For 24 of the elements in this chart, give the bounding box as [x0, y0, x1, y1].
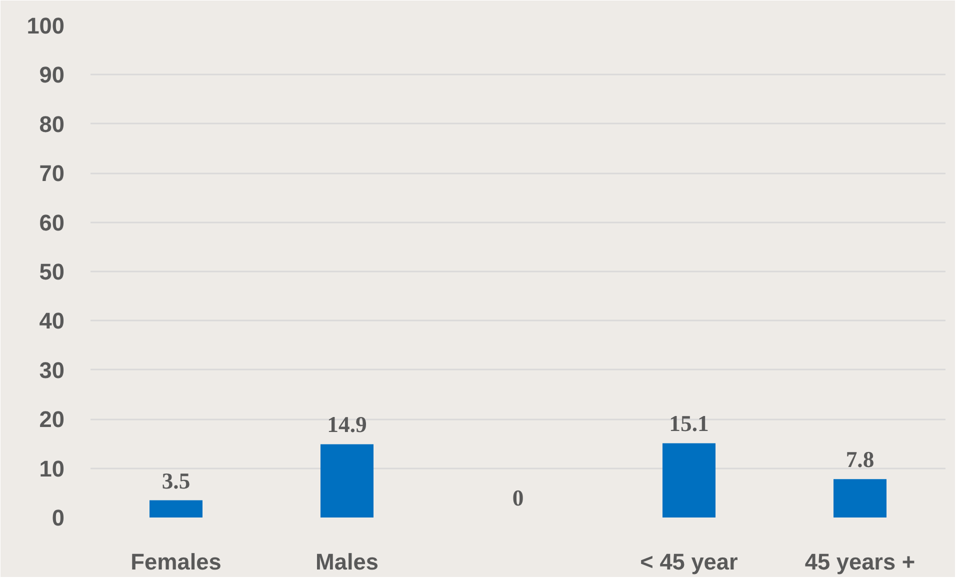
data-label: 15.1	[669, 411, 709, 436]
y-tick-label: 100	[26, 12, 65, 38]
x-tick-label: Females	[130, 548, 222, 574]
y-tick-label: 90	[39, 62, 64, 88]
x-tick-label: 45 years +	[804, 548, 916, 574]
y-tick-label: 40	[39, 308, 64, 334]
y-tick-label: 0	[52, 504, 65, 530]
data-label: 0	[512, 486, 524, 510]
data-label: 14.9	[327, 412, 367, 438]
y-tick-label: 20	[39, 406, 64, 432]
bar	[320, 444, 374, 518]
y-tick-label: 60	[39, 209, 64, 236]
y-tick-label: 50	[39, 258, 64, 284]
bar	[833, 479, 887, 518]
bar	[149, 500, 203, 518]
y-tick-label: 80	[39, 110, 64, 137]
x-tick-label: < 45 year	[640, 548, 738, 574]
y-tick-label: 30	[39, 356, 64, 383]
data-label: 3.5	[162, 468, 190, 494]
y-tick-label: 10	[39, 455, 64, 482]
x-tick-label: Males	[316, 548, 378, 574]
y-tick-label: 70	[39, 160, 64, 186]
bar	[662, 443, 716, 518]
data-label: 7.8	[846, 447, 874, 472]
